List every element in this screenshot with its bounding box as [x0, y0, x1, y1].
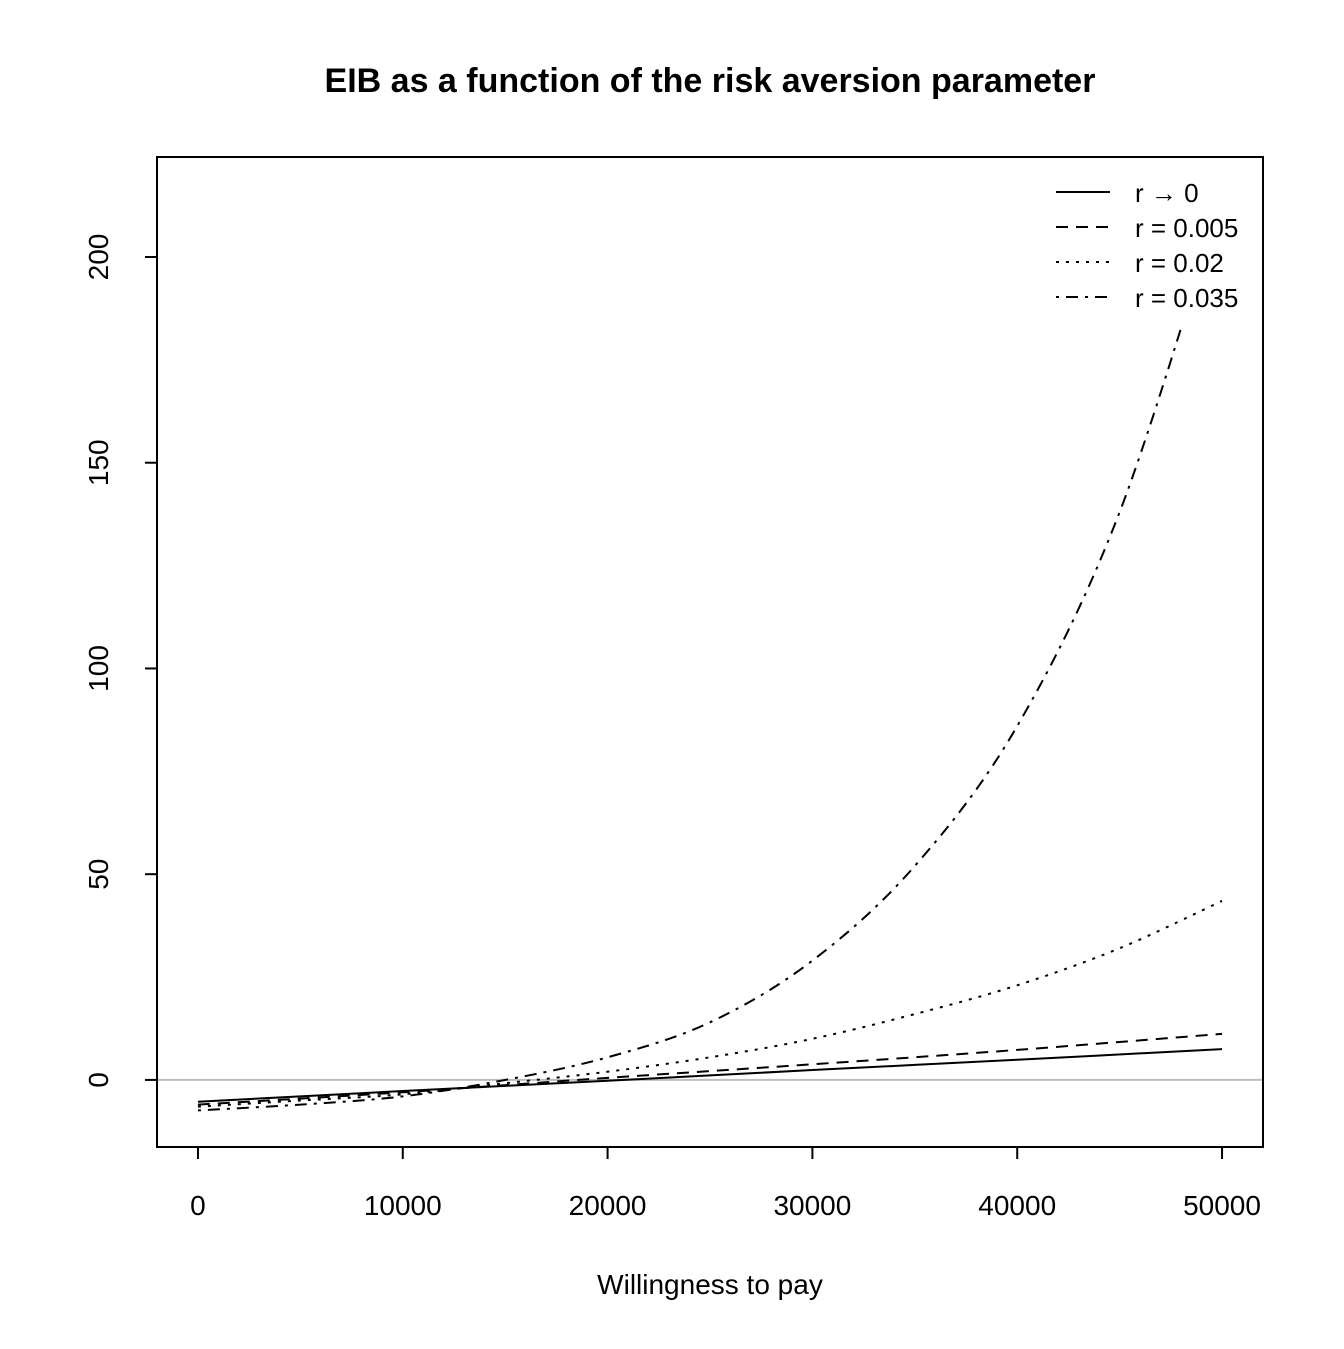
y-tick-label: 150 [83, 439, 114, 486]
legend-label-1: r = 0.005 [1135, 213, 1238, 243]
y-tick-label: 0 [83, 1072, 114, 1088]
legend-label-2: r = 0.02 [1135, 248, 1224, 278]
x-tick-label: 50000 [1183, 1190, 1261, 1221]
x-axis: 0 10000 20000 30000 40000 50000 [190, 1146, 1261, 1221]
x-tick-label: 20000 [569, 1190, 647, 1221]
x-tick-label: 10000 [364, 1190, 442, 1221]
series-lines [197, 194, 1223, 1112]
x-tick-label: 30000 [773, 1190, 851, 1221]
legend-background [1032, 156, 1264, 328]
series-line-3 [197, 194, 1223, 1112]
y-tick-label: 50 [83, 859, 114, 890]
y-tick-label: 200 [83, 234, 114, 281]
plot-frame [156, 156, 1264, 1148]
y-axis: 0 50 100 150 200 [83, 234, 158, 1088]
x-tick-label: 40000 [978, 1190, 1056, 1221]
chart-title: EIB as a function of the risk aversion p… [325, 62, 1096, 100]
x-tick-label: 0 [190, 1190, 206, 1221]
legend-label-0: r → 0 [1135, 178, 1199, 208]
legend: r → 0 r = 0.005 r = 0.02 r = 0.035 [1032, 156, 1264, 328]
series-line-1 [197, 1032, 1223, 1106]
legend-label-3: r = 0.035 [1135, 283, 1238, 313]
series-line-0 [197, 1048, 1223, 1103]
x-axis-label: Willingness to pay [597, 1269, 823, 1300]
y-tick-label: 100 [83, 645, 114, 692]
